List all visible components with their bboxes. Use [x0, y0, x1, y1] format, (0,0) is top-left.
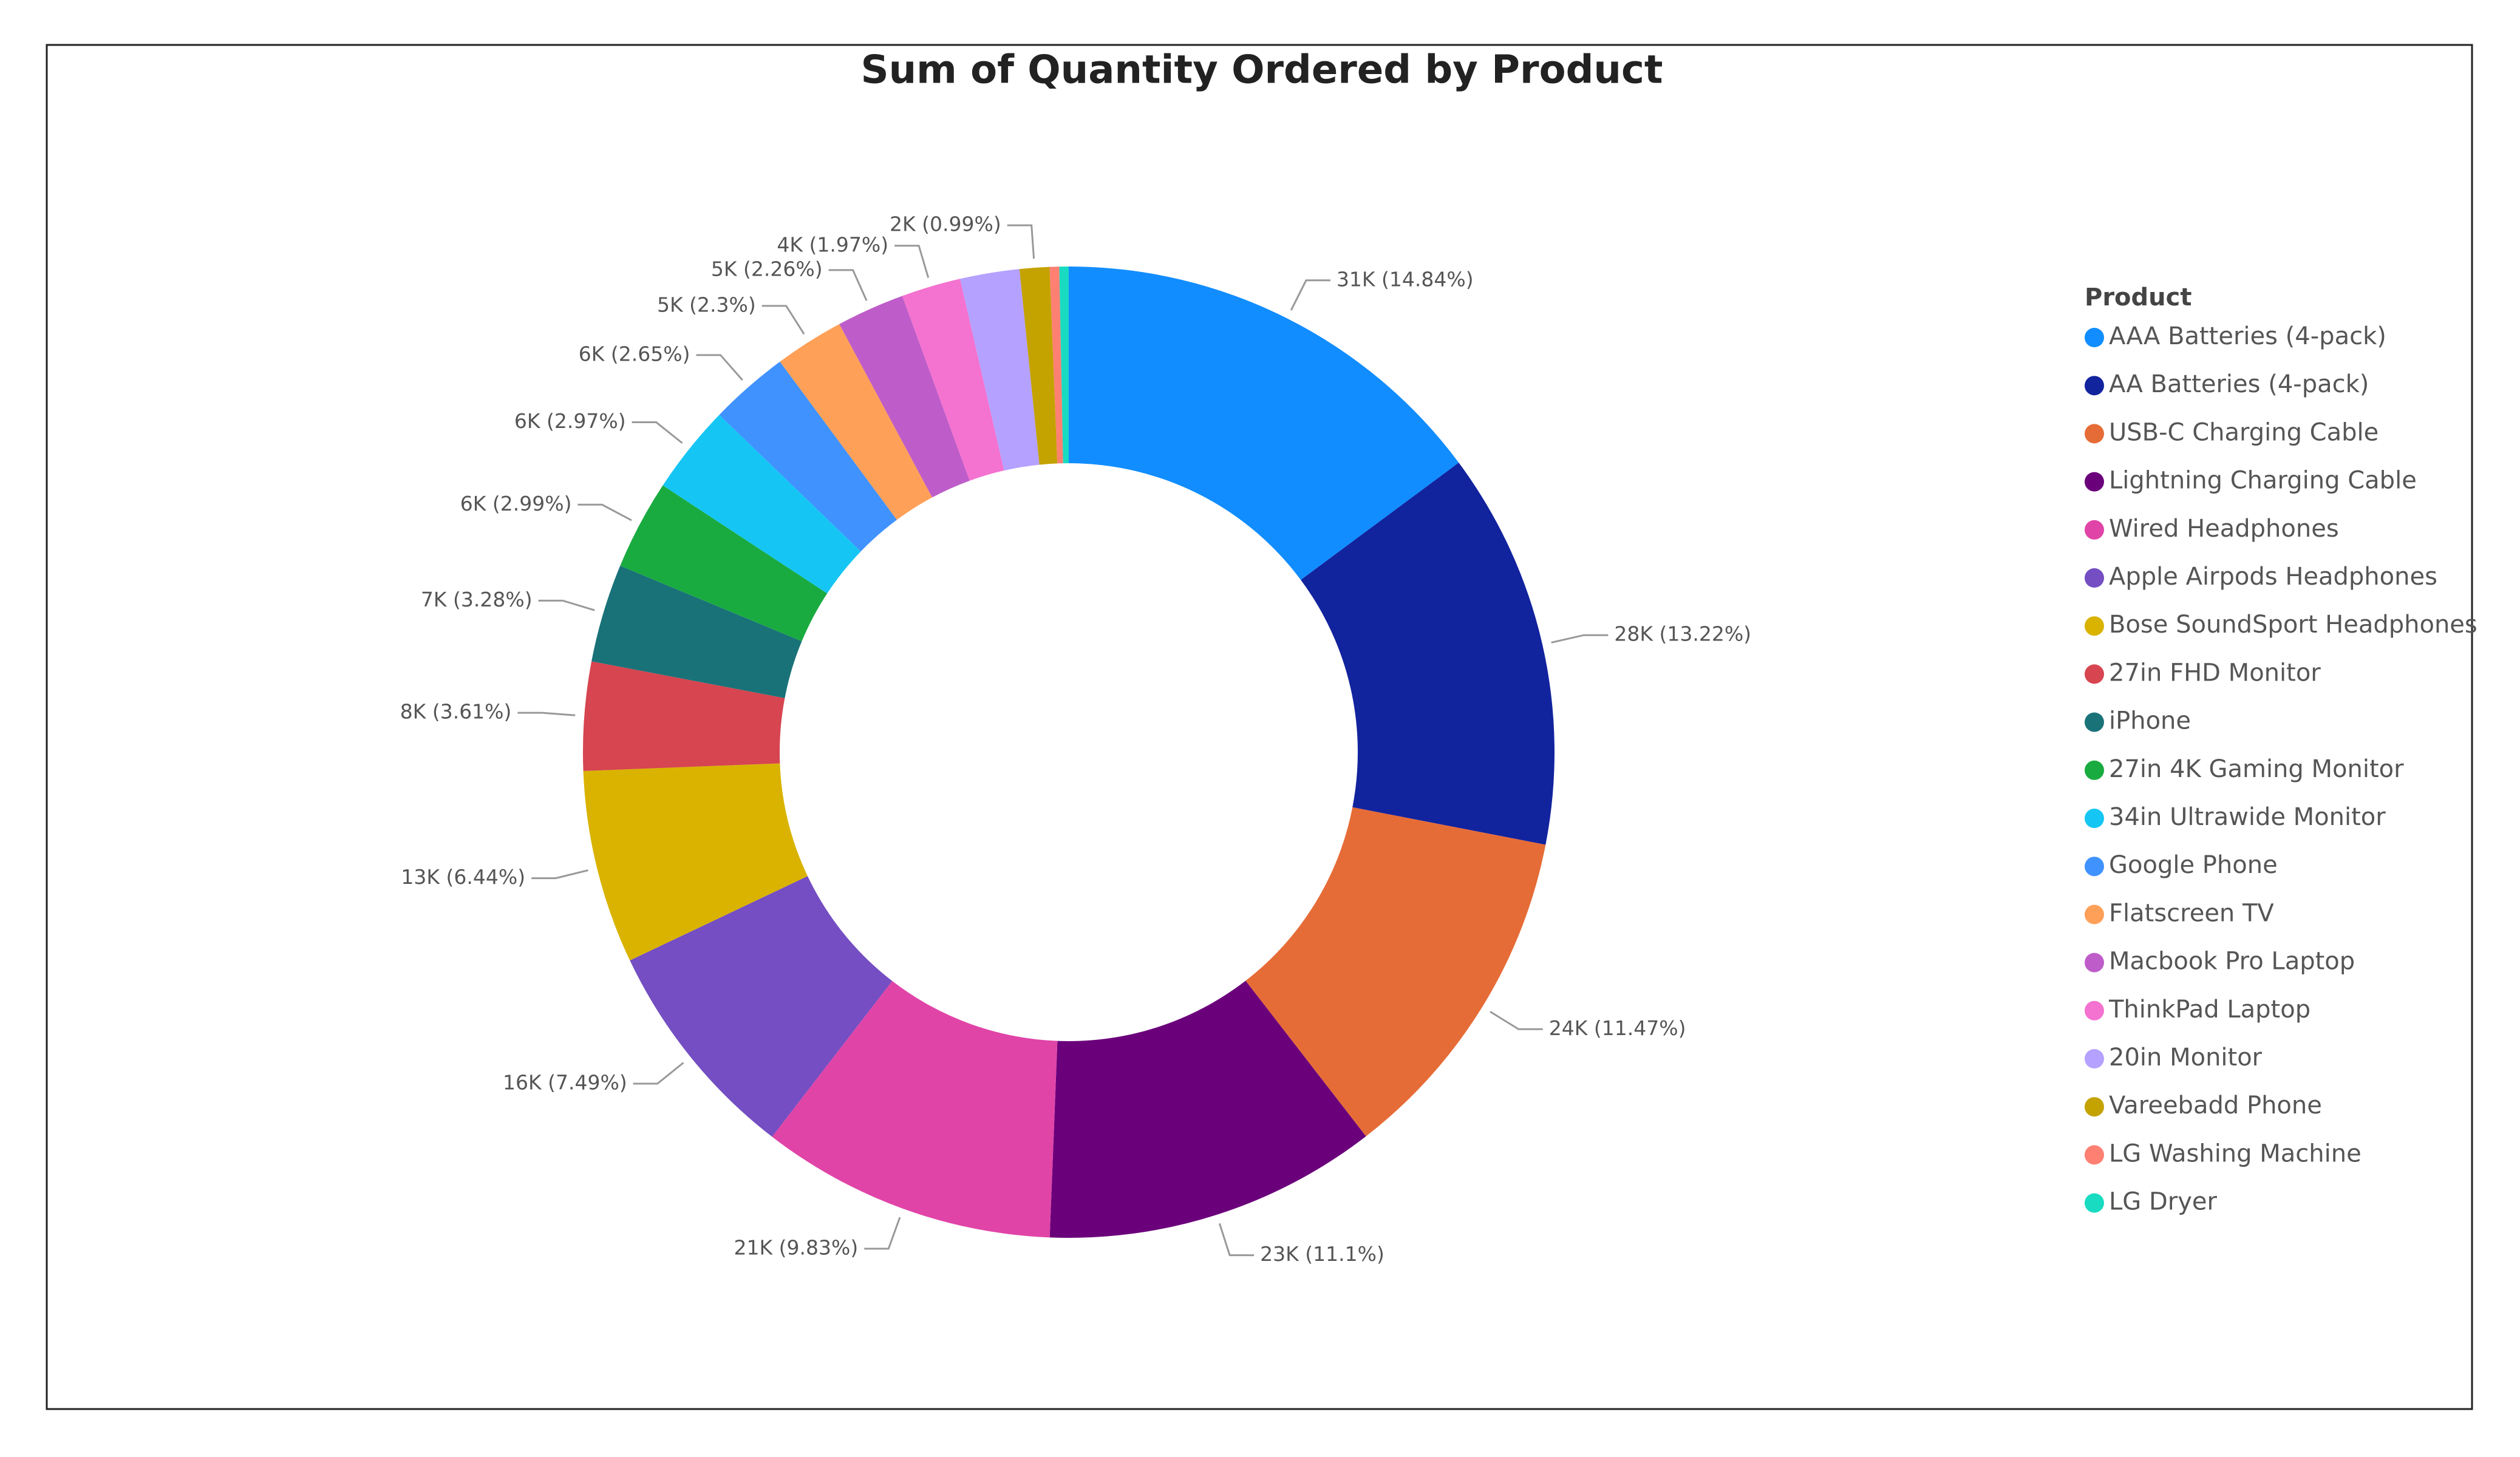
donut-slice [960, 269, 1040, 471]
legend-swatch [2085, 328, 2104, 347]
leader-line [696, 354, 743, 381]
donut-slice [839, 296, 970, 498]
donut-slice [1059, 267, 1069, 464]
donut-slice [780, 324, 933, 520]
donut-slice [772, 980, 1058, 1238]
legend-label: AA Batteries (4-pack) [2109, 370, 2369, 398]
donut-slice [583, 661, 785, 772]
data-label: 5K (2.3%) [657, 293, 756, 316]
data-label: 13K (6.44%) [401, 865, 525, 889]
donut-slice [630, 876, 893, 1137]
legend-label: Vareebadd Phone [2109, 1092, 2322, 1119]
legend-swatch [2085, 472, 2104, 492]
legend-label: 27in FHD Monitor [2109, 659, 2321, 687]
legend-label: Google Phone [2109, 851, 2278, 879]
legend-label: Apple Airpods Headphones [2109, 563, 2437, 591]
legend-label: 20in Monitor [2109, 1044, 2263, 1072]
donut-slice [1069, 267, 1459, 580]
data-label: 28K (13.22%) [1614, 622, 1751, 646]
donut-slice [1049, 267, 1063, 464]
legend-swatch [2085, 616, 2104, 636]
leader-line [1290, 279, 1330, 311]
leader-line [538, 599, 595, 611]
leader-line [1218, 1223, 1255, 1257]
legend-label: Flatscreen TV [2109, 899, 2274, 927]
legend-label: Bose SoundSport Headphones [2109, 611, 2477, 639]
legend-swatch [2085, 1193, 2104, 1213]
legend-swatch [2085, 953, 2104, 973]
leader-line [761, 305, 805, 335]
data-label: 6K (2.99%) [460, 492, 572, 515]
leader-line [517, 712, 576, 716]
data-label: 5K (2.26%) [711, 257, 823, 280]
donut-slice [1019, 267, 1058, 465]
leader-line [1007, 224, 1035, 259]
donut-slice [719, 361, 897, 552]
data-label: 24K (11.47%) [1549, 1016, 1686, 1040]
data-label: 23K (11.1%) [1260, 1242, 1384, 1266]
donut-slice [662, 415, 861, 594]
legend-swatch [2085, 520, 2104, 540]
legend-label: ThinkPad Laptop [2108, 996, 2311, 1024]
legend-label: Lightning Charging Cable [2109, 467, 2417, 495]
legend-label: 27in 4K Gaming Monitor [2109, 755, 2404, 783]
legend-label: AAA Batteries (4-pack) [2109, 322, 2386, 350]
data-label: 16K (7.49%) [503, 1071, 627, 1095]
donut-slice [902, 279, 1004, 481]
data-label: 8K (3.61%) [400, 700, 512, 724]
legend-label: 34in Ultrawide Monitor [2109, 803, 2386, 831]
legend-label: iPhone [2109, 707, 2191, 735]
legend-swatch [2085, 1097, 2104, 1117]
data-label: 7K (3.28%) [421, 588, 533, 611]
legend-swatch [2085, 905, 2104, 925]
legend-title: Product [2085, 284, 2191, 311]
legend-swatch [2085, 376, 2104, 396]
donut-slice [1049, 980, 1366, 1238]
legend-swatch [2085, 424, 2104, 444]
leader-line [1551, 634, 1609, 644]
data-label: 6K (2.65%) [579, 342, 690, 365]
data-label: 6K (2.97%) [514, 409, 626, 433]
legend-swatch [2085, 1049, 2104, 1068]
legend-swatch [2085, 712, 2104, 732]
donut-slice [583, 763, 808, 961]
data-label: 21K (9.83%) [734, 1235, 859, 1259]
legend-swatch [2085, 760, 2104, 780]
legend-swatch [2085, 809, 2104, 828]
legend-label: LG Dryer [2109, 1188, 2218, 1216]
leader-line [531, 869, 588, 880]
legend-label: LG Washing Machine [2109, 1139, 2362, 1167]
chart-title: Sum of Quantity Ordered by Product [861, 48, 1663, 93]
donut-slice [1301, 463, 1555, 845]
legend-swatch [2085, 1145, 2104, 1165]
leader-line [577, 503, 632, 521]
legend-label: USB-C Charging Cable [2109, 418, 2379, 446]
leader-line [633, 1062, 684, 1085]
legend-label: Wired Headphones [2109, 515, 2339, 543]
legend-swatch [2085, 568, 2104, 588]
donut-slice [620, 485, 828, 642]
data-label: 31K (14.84%) [1337, 267, 1474, 291]
leader-line [894, 245, 930, 278]
leader-line [632, 421, 683, 444]
chart-frame [46, 44, 2473, 1410]
leader-line [1490, 1011, 1543, 1030]
leader-line [828, 269, 868, 301]
data-label: 2K (0.99%) [890, 212, 1001, 236]
legend-label: Macbook Pro Laptop [2109, 948, 2355, 976]
donut-slice [591, 565, 802, 698]
legend-swatch [2085, 664, 2104, 684]
leader-line [864, 1217, 901, 1250]
legend-swatch [2085, 1000, 2104, 1021]
legend-swatch [2085, 857, 2104, 877]
data-label: 4K (1.97%) [777, 233, 888, 256]
donut-slice [1245, 807, 1546, 1136]
